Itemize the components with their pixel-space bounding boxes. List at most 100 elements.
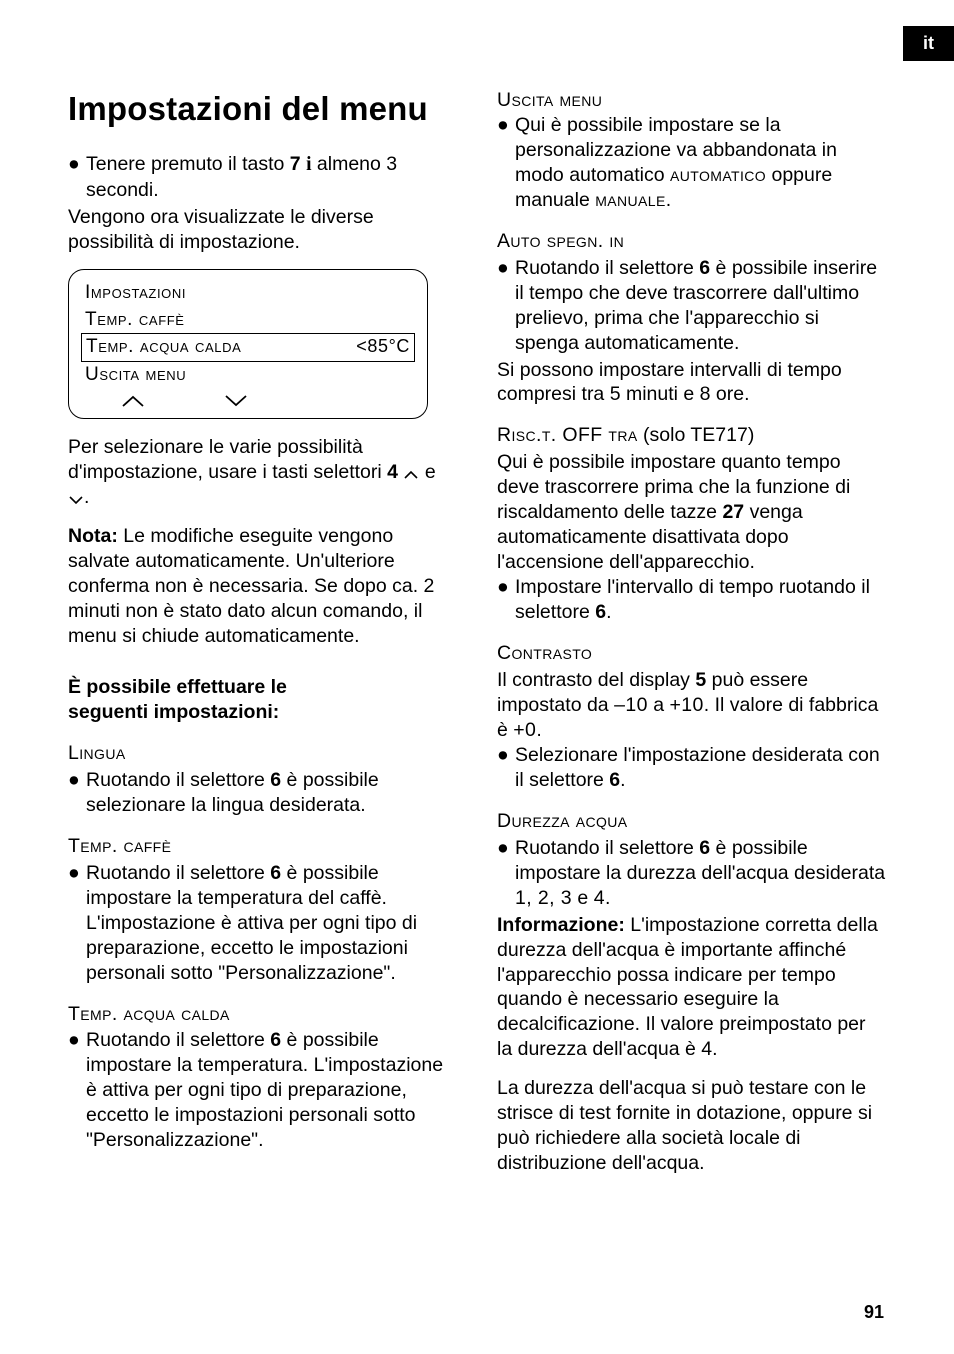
autospegn-bullet-text: Ruotando il selettore 6 è possibile inse…	[515, 256, 886, 356]
tempcaf-pre: Ruotando il selettore	[86, 862, 270, 884]
risc-body-num: 27	[722, 501, 744, 523]
intro-bullet-text: Tenere premuto il tasto 7 i almeno 3 sec…	[86, 152, 457, 203]
info-label: Informazione:	[497, 914, 625, 936]
risc-body: Qui è possibile impostare quanto tempo d…	[497, 450, 886, 575]
durezza-post-d: 4	[594, 887, 605, 909]
nota-label: Nota:	[68, 525, 118, 547]
contrasto-d: a	[648, 694, 670, 716]
contrasto-h: .	[536, 719, 541, 741]
uscita-heading: Uscita menu	[497, 88, 886, 113]
chevron-down-inline-icon	[68, 486, 84, 508]
bullet-dot: ●	[497, 256, 515, 356]
durezza-pre: Ruotando il selettore	[515, 837, 699, 859]
chevron-down-icon	[223, 394, 249, 408]
chevron-up-inline-icon	[398, 461, 419, 483]
contrasto-bullet-num: 6	[609, 769, 620, 791]
nota-body: Le modifiche eseguite vengono salvate au…	[68, 525, 434, 647]
per-selezionare-mid: e	[419, 461, 435, 483]
bullet-dot: ●	[68, 768, 86, 818]
uscita-b: automatico	[670, 164, 766, 186]
tail-paragraph: La durezza dell'acqua si può testare con…	[497, 1076, 886, 1176]
contrasto-e: +10	[670, 694, 704, 716]
bullet-dot: ●	[497, 113, 515, 213]
lcd-display: Impostazioni Temp. caffè Temp. acqua cal…	[68, 269, 428, 419]
contrasto-num: 5	[695, 669, 706, 691]
uscita-e: .	[666, 189, 671, 211]
per-selezionare-prefix: Per selezionare le varie possibilità d'i…	[68, 436, 387, 483]
autospegn-bullet: ● Ruotando il selettore 6 è possibile in…	[497, 256, 886, 356]
contrasto-heading: Contrasto	[497, 641, 886, 666]
risc-head-b: (solo TE717)	[638, 424, 755, 446]
display-row-3b: <85°C	[356, 334, 410, 359]
durezza-post-e: .	[605, 887, 610, 909]
tempcaf-num: 6	[270, 862, 281, 884]
durezza-post-c: e	[572, 887, 594, 909]
language-tab: it	[903, 26, 954, 61]
autospegn-tail: Si possono impostare intervalli di tempo…	[497, 358, 886, 408]
contrasto-body: Il contrasto del display 5 può essere im…	[497, 668, 886, 743]
contrasto-a: Il contrasto del display	[497, 669, 695, 691]
contrasto-bullet-post: .	[620, 769, 625, 791]
right-column: Uscita menu ● Qui è possibile impostare …	[497, 88, 886, 1190]
possibile-line2: seguenti impostazioni:	[68, 700, 457, 725]
durezza-heading: Durezza acqua	[497, 809, 886, 834]
autospegn-pre: Ruotando il selettore	[515, 257, 699, 279]
display-row-3a: Temp. acqua calda	[86, 334, 241, 361]
contrasto-c: –10	[614, 694, 648, 716]
intro-bullet: ● Tenere premuto il tasto 7 i almeno 3 s…	[68, 152, 457, 203]
tempcaf-bullet: ● Ruotando il selettore 6 è possibile im…	[68, 861, 457, 986]
bullet-dot: ●	[497, 743, 515, 793]
intro-part-1: 7	[290, 153, 301, 175]
page-title: Impostazioni del menu	[68, 88, 457, 130]
chevron-up-icon	[120, 394, 146, 408]
contrasto-bullet-text: Selezionare l'impostazione desiderata co…	[515, 743, 886, 793]
uscita-bullet-text: Qui è possibile impostare se la personal…	[515, 113, 886, 213]
autospegn-num: 6	[699, 257, 710, 279]
risc-head-a: Risc.t. OFF tra	[497, 424, 638, 446]
contrasto-bullet: ● Selezionare l'impostazione desiderata …	[497, 743, 886, 793]
bullet-dot: ●	[68, 1028, 86, 1153]
lingua-bullet-text: Ruotando il selettore 6 è possibile sele…	[86, 768, 457, 818]
contrasto-bullet-pre: Selezionare l'impostazione desiderata co…	[515, 744, 880, 791]
bullet-dot: ●	[68, 861, 86, 986]
left-column: Impostazioni del menu ● Tenere premuto i…	[68, 88, 457, 1190]
tempcaf-bullet-text: Ruotando il selettore 6 è possibile impo…	[86, 861, 457, 986]
nota-paragraph: Nota: Le modifiche eseguite vengono salv…	[68, 524, 457, 649]
risc-bullet-post: .	[606, 601, 611, 623]
display-row-4: Uscita menu	[81, 362, 415, 389]
display-row-2: Temp. caffè	[81, 307, 415, 334]
intro-part-0: Tenere premuto il tasto	[86, 153, 290, 175]
tempacq-pre: Ruotando il selettore	[86, 1029, 270, 1051]
page-number: 91	[864, 1301, 884, 1324]
risc-bullet-text: Impostare l'intervallo di tempo ruotando…	[515, 575, 886, 625]
intro-after: Vengono ora visualizzate le diverse poss…	[68, 205, 457, 255]
uscita-d: manuale	[595, 189, 665, 211]
risc-bullet: ● Impostare l'intervallo di tempo ruotan…	[497, 575, 886, 625]
bullet-dot: ●	[497, 836, 515, 911]
possibile-line1: È possibile effettuare le	[68, 675, 457, 700]
per-selezionare-suffix: .	[84, 486, 89, 508]
contrasto-g: +0	[513, 719, 536, 741]
uscita-bullet: ● Qui è possibile impostare se la person…	[497, 113, 886, 213]
durezza-post-b: 1, 2, 3	[515, 887, 572, 909]
tempacq-num: 6	[270, 1029, 281, 1051]
autospegn-heading: Auto spegn. in	[497, 229, 886, 254]
page-body: Impostazioni del menu ● Tenere premuto i…	[68, 88, 886, 1190]
bullet-dot: ●	[68, 152, 86, 203]
lingua-pre: Ruotando il selettore	[86, 769, 270, 791]
tempacq-bullet-text: Ruotando il selettore 6 è possibile impo…	[86, 1028, 457, 1153]
per-selezionare: Per selezionare le varie possibilità d'i…	[68, 435, 457, 510]
tempacq-bullet: ● Ruotando il selettore 6 è possibile im…	[68, 1028, 457, 1153]
durezza-bullet-text: Ruotando il selettore 6 è possibile impo…	[515, 836, 886, 911]
display-row-selected: Temp. acqua calda <85°C	[81, 333, 415, 362]
risc-heading: Risc.t. OFF tra (solo TE717)	[497, 423, 886, 448]
bullet-dot: ●	[497, 575, 515, 625]
durezza-num: 6	[699, 837, 710, 859]
informazione-paragraph: Informazione: L'impostazione corretta de…	[497, 913, 886, 1063]
display-row-1: Impostazioni	[81, 280, 415, 307]
tempcaf-heading: Temp. caffè	[68, 834, 457, 859]
lingua-num: 6	[270, 769, 281, 791]
durezza-bullet: ● Ruotando il selettore 6 è possibile im…	[497, 836, 886, 911]
lingua-heading: Lingua	[68, 741, 457, 766]
lingua-bullet: ● Ruotando il selettore 6 è possibile se…	[68, 768, 457, 818]
